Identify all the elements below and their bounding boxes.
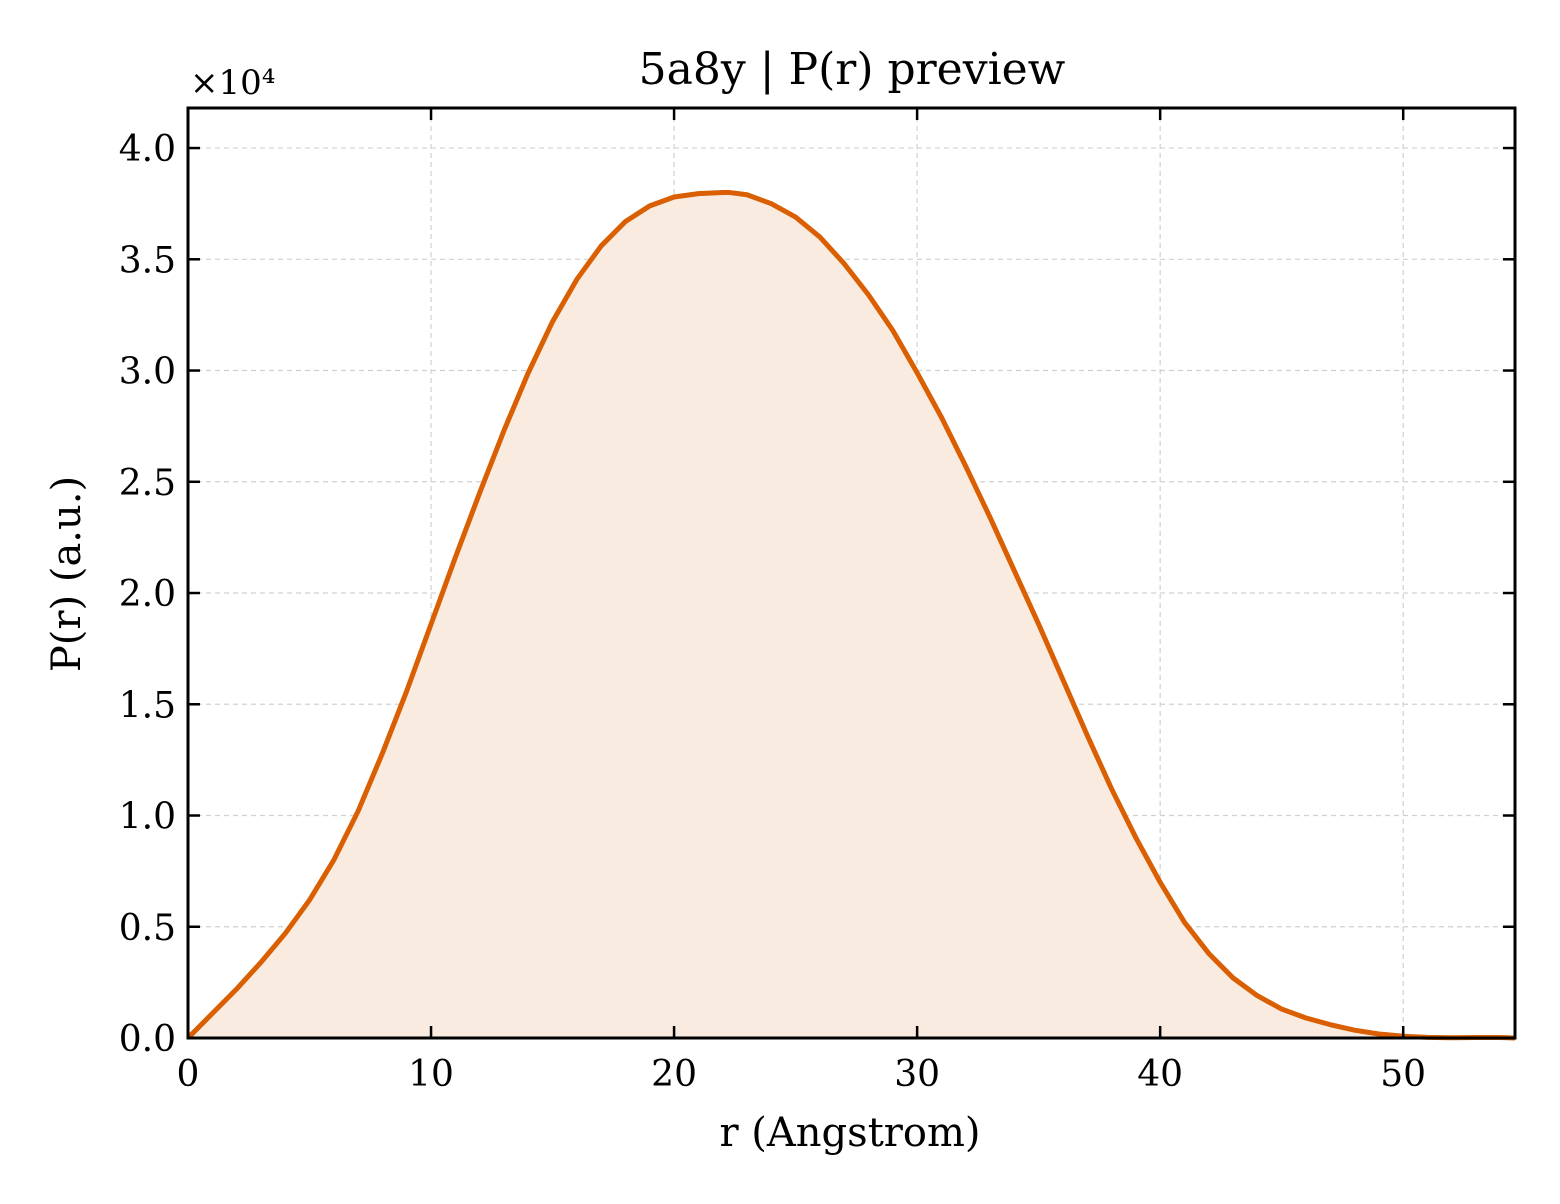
x-axis-label: r (Angstrom) xyxy=(719,1110,980,1156)
x-tick-label: 0 xyxy=(177,1054,200,1095)
x-tick-label: 10 xyxy=(408,1054,454,1095)
y-tick-label: 0.0 xyxy=(119,1019,176,1060)
x-axis-ticks: 0 10 20 30 40 50 xyxy=(177,108,1426,1095)
y-tick-label: 4.0 xyxy=(119,129,176,170)
y-tick-label: 1.5 xyxy=(119,685,176,726)
y-tick-label: 0.5 xyxy=(119,908,176,949)
y-tick-label: 2.0 xyxy=(119,574,176,615)
x-tick-label: 30 xyxy=(894,1054,940,1095)
x-tick-label: 20 xyxy=(651,1054,697,1095)
x-tick-label: 40 xyxy=(1137,1054,1183,1095)
y-axis-ticks: 0.0 0.5 1.0 1.5 2.0 2.5 3.0 3.5 4.0 xyxy=(119,129,1515,1060)
pr-area-fill xyxy=(188,192,1515,1039)
y-tick-label: 3.5 xyxy=(119,240,176,281)
x-tick-label: 50 xyxy=(1380,1054,1426,1095)
y-tick-label: 3.0 xyxy=(119,352,176,393)
plot-frame xyxy=(186,106,1517,1040)
pr-series-line xyxy=(186,190,1516,1041)
y-tick-label: 2.5 xyxy=(119,463,176,504)
y-axis-label: P(r) (a.u.) xyxy=(44,476,90,672)
y-multiplier-label: ×10⁴ xyxy=(190,63,275,103)
chart-title: 5a8y | P(r) preview xyxy=(639,44,1066,95)
y-tick-label: 1.0 xyxy=(119,797,176,838)
